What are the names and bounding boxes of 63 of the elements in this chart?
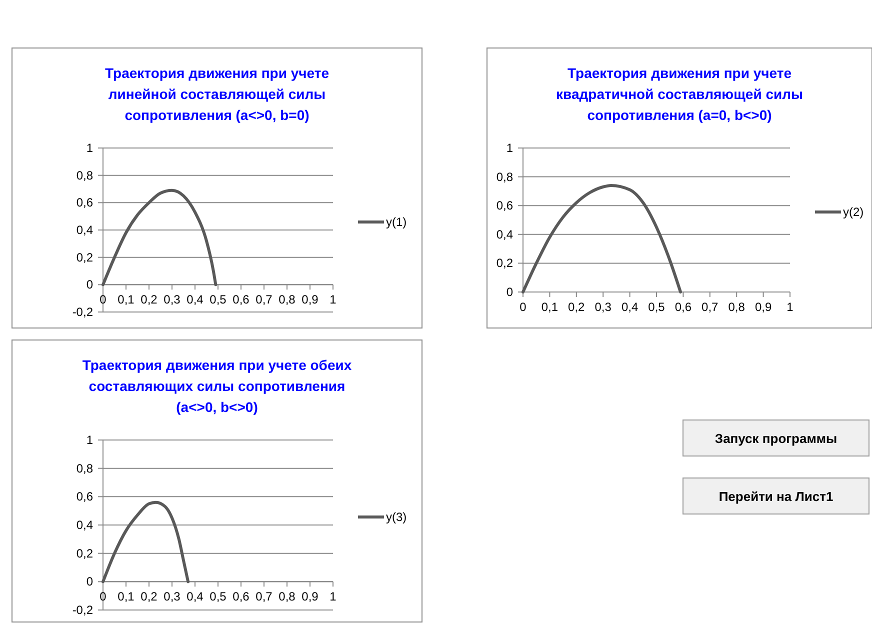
chart-title: Траектория движения при учете квадратичной составляющей силы сопротивления (a=0, b<>0) bbox=[556, 65, 803, 123]
x-tick-label: 0,5 bbox=[210, 590, 227, 604]
x-tick-label: 0,7 bbox=[702, 300, 719, 314]
x-tick-label: 0,9 bbox=[754, 300, 772, 314]
x-tick-label: 0 bbox=[100, 590, 107, 604]
x-tick-label: 0,8 bbox=[728, 300, 746, 314]
y-tick-label: 0,2 bbox=[496, 256, 514, 270]
y-tick-label: 0 bbox=[86, 574, 94, 589]
line-series bbox=[102, 188, 218, 286]
y-tick-label: -0,2 bbox=[72, 603, 94, 617]
x-tick-label: 0,2 bbox=[568, 300, 586, 314]
text: Перейти на Лист1 bbox=[718, 489, 834, 504]
y-tick-label: 0,4 bbox=[76, 223, 94, 237]
x-tick-label: 0,1 bbox=[118, 590, 135, 604]
x-tick-label: 1 bbox=[330, 292, 337, 307]
line-series bbox=[522, 184, 682, 294]
y-tick-label: 0,8 bbox=[76, 168, 94, 182]
x-tick-label: 0,5 bbox=[210, 292, 227, 307]
x-tick-label: 0,1 bbox=[541, 300, 558, 314]
x-tick-label: 0,4 bbox=[186, 292, 204, 307]
x-tick-label: 0,4 bbox=[186, 590, 204, 604]
legend-label: y(3) bbox=[386, 510, 407, 524]
text: Запуск программы bbox=[714, 431, 838, 446]
x-tick-label: 0,6 bbox=[232, 590, 250, 604]
x-tick-label: 0,4 bbox=[621, 300, 638, 314]
y-tick-label: 0,2 bbox=[76, 250, 94, 264]
x-tick-label: 0,7 bbox=[256, 292, 273, 307]
x-tick-label: 0,6 bbox=[232, 292, 250, 307]
x-tick-label: 0,6 bbox=[674, 300, 692, 314]
y-tick-label: 1 bbox=[86, 141, 94, 155]
y-tick-label: 0,6 bbox=[496, 198, 514, 213]
y-tick-label: 1 bbox=[86, 433, 94, 447]
x-tick-label: 0,3 bbox=[594, 300, 612, 314]
x-tick-label: 0,9 bbox=[302, 590, 319, 604]
y-tick-label: 0,2 bbox=[76, 546, 94, 560]
y-tick-label: 0,8 bbox=[76, 461, 94, 476]
x-tick-label: 1 bbox=[330, 590, 337, 604]
x-tick-label: 0,7 bbox=[256, 590, 273, 604]
y-tick-label: 0,6 bbox=[76, 196, 94, 210]
y-tick-label: 0,4 bbox=[76, 518, 94, 532]
x-tick-label: 0,8 bbox=[278, 292, 296, 307]
x-tick-label: 1 bbox=[786, 300, 794, 314]
x-tick-label: 0,3 bbox=[164, 292, 181, 307]
x-tick-label: 0 bbox=[100, 292, 107, 307]
x-tick-label: 0,5 bbox=[648, 300, 666, 314]
x-tick-label: 0,2 bbox=[140, 590, 158, 604]
legend-label: y(1) bbox=[386, 215, 407, 229]
y-tick-label: 0,8 bbox=[496, 170, 514, 184]
y-tick-label: 1 bbox=[506, 141, 514, 155]
x-tick-label: 0,1 bbox=[118, 292, 135, 307]
chart-title: Траектория движения при учете обеих составляющих силы сопротивления (a<>0, b<>0) bbox=[82, 357, 352, 415]
y-tick-label: 0 bbox=[86, 278, 94, 292]
y-tick-label: 0,6 bbox=[76, 490, 94, 504]
x-tick-label: 0,9 bbox=[302, 292, 319, 307]
line-series bbox=[102, 500, 190, 584]
chart-title: Траектория движения при учете линейной составляющей силы сопротивления (a<>0, b=0) bbox=[105, 65, 330, 123]
x-tick-label: 0 bbox=[520, 300, 527, 314]
x-tick-label: 0,3 bbox=[164, 590, 181, 604]
x-tick-label: 0,2 bbox=[140, 292, 158, 307]
y-tick-label: 0,4 bbox=[496, 227, 514, 242]
x-tick-label: 0,8 bbox=[278, 590, 296, 604]
legend-label: y(2) bbox=[843, 205, 864, 219]
y-tick-label: -0,2 bbox=[72, 305, 94, 319]
